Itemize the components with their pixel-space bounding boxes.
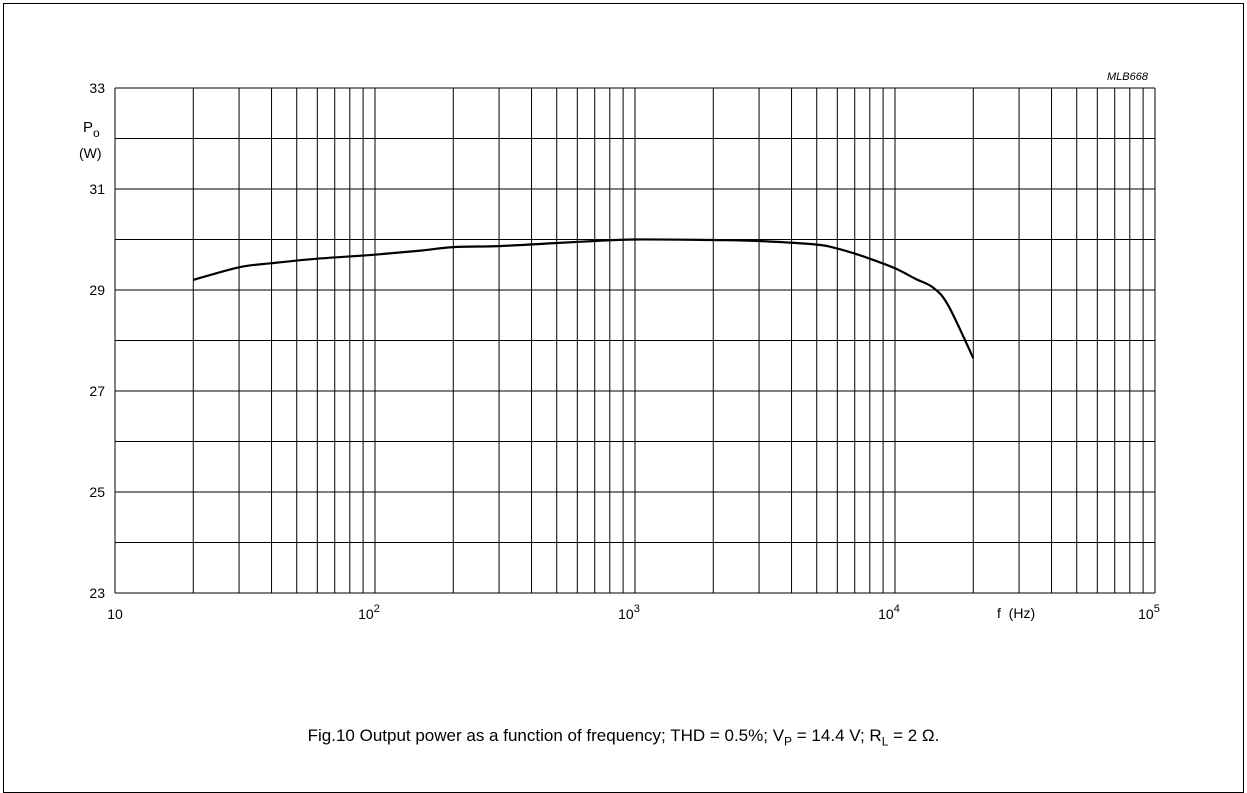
caption-rl-value: = 2 Ω. (888, 726, 940, 745)
x-tick-label: 103 (618, 603, 640, 622)
x-tick-label: 105 (1138, 603, 1160, 622)
caption-prefix: Fig.10 Output power as a function of fre… (307, 726, 785, 745)
y-tick-label: 33 (89, 80, 105, 96)
figure-caption: Fig.10 Output power as a function of fre… (0, 726, 1247, 748)
x-tick-label: 10 (107, 606, 123, 622)
y-tick-labels: 23 25 27 29 31 33 (89, 80, 105, 601)
x-tick-label: 104 (878, 603, 900, 622)
y-tick-label: 31 (89, 181, 105, 197)
grid (114, 87, 1156, 594)
series-layer (193, 238, 975, 359)
y-tick-label: 29 (89, 282, 105, 298)
figure-code: MLB668 (1107, 71, 1149, 83)
caption-vp-value: = 14.4 V; R (792, 726, 882, 745)
x-axis-label: f (Hz) (997, 605, 1035, 621)
y-axis-label: Po (W) (79, 119, 102, 161)
y-tick-label: 23 (89, 585, 105, 601)
x-tick-label: 102 (358, 603, 380, 622)
caption-vp-subscript: P (784, 734, 793, 749)
y-axis-unit: (W) (79, 145, 102, 161)
y-tick-label: 25 (89, 484, 105, 500)
y-axis-symbol: P (83, 119, 93, 136)
svg-text:Po: Po (83, 119, 100, 140)
series-line-output-power (193, 238, 975, 359)
y-axis-subscript: o (93, 126, 100, 140)
y-tick-label: 27 (89, 383, 105, 399)
caption-rl-subscript: L (881, 734, 889, 749)
chart: MLB668 23 25 27 29 31 33 10 102 103 104 105 Po (W… (79, 71, 1160, 622)
x-tick-labels: 10 102 103 104 105 (107, 603, 1160, 622)
